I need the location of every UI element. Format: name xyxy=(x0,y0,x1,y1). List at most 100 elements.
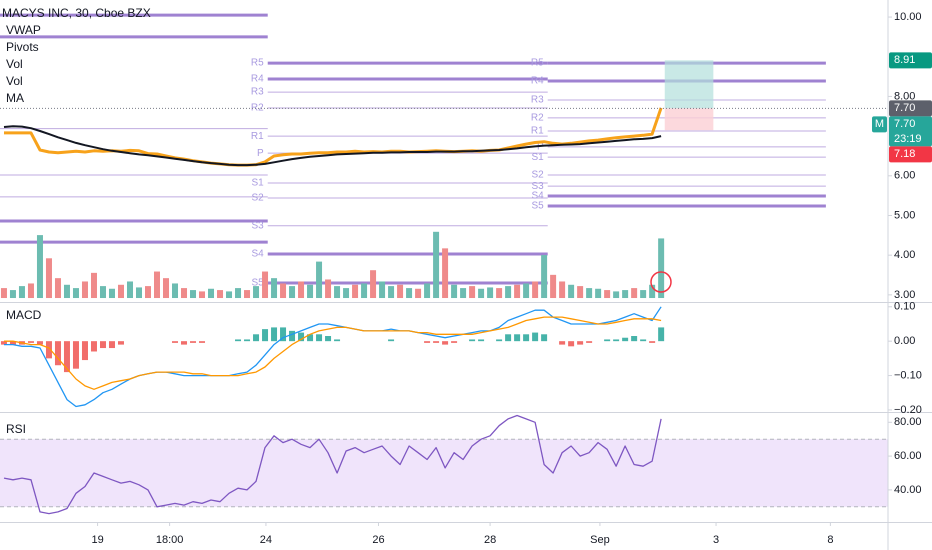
legend-entry[interactable]: Vol xyxy=(6,57,23,71)
histogram-bar xyxy=(559,341,566,345)
volume-bar xyxy=(126,281,133,299)
volume-bar xyxy=(163,278,170,299)
volume-bar xyxy=(658,238,665,299)
histogram-bar xyxy=(613,339,620,342)
volume-bar xyxy=(523,283,530,299)
histogram-bar xyxy=(577,341,584,345)
price-label-box xyxy=(889,116,932,147)
histogram-bar xyxy=(280,327,287,342)
histogram-bar xyxy=(27,341,34,343)
volume-bar xyxy=(18,286,25,299)
histogram-bar xyxy=(316,334,323,342)
position-profit xyxy=(664,60,714,109)
legend-entry[interactable]: Vol xyxy=(6,74,23,88)
volume-bar xyxy=(117,284,124,299)
pivot-label: R1 xyxy=(531,126,544,137)
volume-bar xyxy=(145,286,151,299)
volume-bar xyxy=(217,290,224,299)
histogram-bar xyxy=(334,339,341,342)
volume-bar xyxy=(568,284,575,299)
pane-title[interactable]: RSI xyxy=(6,422,26,436)
histogram-bar xyxy=(181,341,188,345)
volume-bar xyxy=(298,281,305,299)
x-tick-label: 18:00 xyxy=(156,534,184,546)
x-tick-label: 24 xyxy=(260,534,272,546)
volume-bar xyxy=(235,288,242,299)
x-tick-label: Sep xyxy=(590,534,610,546)
volume-bar xyxy=(388,286,395,299)
histogram-bar xyxy=(424,341,431,343)
y-tick-label: 0.10 xyxy=(894,301,915,313)
volume-bar xyxy=(487,287,494,299)
pivot-label: S2 xyxy=(251,193,264,204)
y-tick-label: 6.00 xyxy=(894,170,915,182)
pivot-label: S2 xyxy=(531,170,544,181)
pivot-label: S1 xyxy=(251,178,264,189)
indicator-line xyxy=(3,125,662,167)
histogram-bar xyxy=(271,327,278,342)
histogram-bar xyxy=(496,339,503,342)
volume-bar xyxy=(532,281,539,299)
volume-bar xyxy=(640,290,647,299)
volume-bar xyxy=(361,283,368,299)
histogram-bar xyxy=(99,341,106,349)
volume-bar xyxy=(262,271,269,299)
pivot-label: P xyxy=(537,141,544,152)
histogram-bar xyxy=(541,334,548,342)
volume-bar xyxy=(496,288,503,299)
histogram-bar xyxy=(289,330,296,342)
pivot-label: S5 xyxy=(531,201,544,212)
volume-bar xyxy=(172,283,179,299)
pivot-label: R2 xyxy=(251,103,264,114)
histogram-bar xyxy=(90,341,97,352)
volume-bar xyxy=(72,288,79,299)
histogram-bar xyxy=(36,341,43,345)
histogram-bar xyxy=(433,341,440,343)
histogram-bar xyxy=(72,341,79,369)
symbol-title[interactable]: MACYS INC, 30, Cboe BZX xyxy=(2,6,151,20)
volume-bar xyxy=(208,288,215,299)
histogram-bar xyxy=(532,332,539,342)
legend-entry[interactable]: MA xyxy=(6,91,24,105)
position-loss xyxy=(664,108,714,131)
histogram-bar xyxy=(81,341,88,361)
macd-line xyxy=(4,306,662,408)
volume-bar xyxy=(550,274,557,299)
legend-entry[interactable]: VWAP xyxy=(6,23,41,37)
pivot-label: R1 xyxy=(251,131,264,142)
histogram-bar xyxy=(199,341,206,343)
legend-entry[interactable]: Pivots xyxy=(6,40,39,54)
x-tick-label: 3 xyxy=(713,534,719,546)
volume-bar xyxy=(63,284,70,299)
volume-bar xyxy=(226,291,233,299)
histogram-bar xyxy=(298,332,305,342)
volume-bar xyxy=(81,281,88,299)
volume-bar xyxy=(451,284,458,299)
price-label-box xyxy=(889,52,932,69)
volume-bar xyxy=(514,284,521,299)
histogram-bar xyxy=(262,329,269,342)
volume-bar xyxy=(325,279,332,299)
pivot-label: S5 xyxy=(251,278,264,289)
volume-bar xyxy=(343,288,350,299)
histogram-bar xyxy=(0,341,7,345)
histogram-bar xyxy=(117,341,124,345)
histogram-bar xyxy=(9,341,16,345)
y-tick-label: 3.00 xyxy=(894,289,915,301)
pivot-label: R2 xyxy=(531,113,544,124)
volume-bar xyxy=(289,286,296,299)
histogram-bar xyxy=(54,341,61,366)
volume-bar xyxy=(622,290,629,299)
histogram-bar xyxy=(478,339,485,342)
y-tick-label: 80.00 xyxy=(894,416,922,428)
highlight-circle xyxy=(650,271,672,293)
pivot-label: R5 xyxy=(531,58,544,69)
pane-title[interactable]: MACD xyxy=(6,308,42,322)
volume-bar xyxy=(379,281,386,299)
volume-bar xyxy=(505,286,512,299)
y-tick-label: 60.00 xyxy=(894,450,922,462)
volume-bar xyxy=(27,283,34,299)
volume-bar xyxy=(586,288,593,299)
histogram-bar xyxy=(469,339,476,342)
